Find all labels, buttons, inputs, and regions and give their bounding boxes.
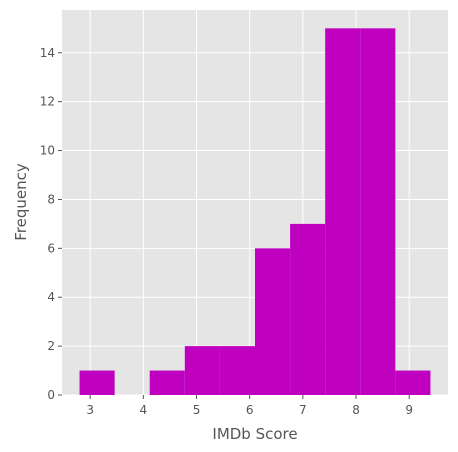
y-axis-title: Frequency	[12, 163, 30, 241]
x-tick-label: 4	[140, 403, 148, 417]
x-axis-title: IMDb Score	[212, 425, 297, 443]
histogram-bar	[325, 28, 361, 395]
y-tick-label: 6	[47, 241, 55, 255]
histogram-bars	[79, 28, 431, 395]
x-tick-label: 7	[299, 403, 307, 417]
histogram-bar	[184, 346, 220, 395]
histogram-bar	[149, 370, 185, 395]
x-tick-label: 9	[405, 403, 413, 417]
x-tick-label: 5	[193, 403, 201, 417]
y-tick-label: 10	[40, 144, 55, 158]
histogram-bar	[395, 370, 431, 395]
y-tick-label: 14	[40, 46, 55, 60]
histogram-bar	[360, 28, 396, 395]
y-tick-label: 12	[40, 95, 55, 109]
axis-ticks: 3 4 5 6 7 8 9 0 2 4 6 8 10 12 14	[40, 46, 413, 417]
x-tick-label: 6	[246, 403, 254, 417]
y-tick-label: 8	[47, 192, 55, 206]
histogram-bar	[219, 346, 255, 395]
x-tick-label: 8	[352, 403, 360, 417]
histogram-bar	[255, 248, 291, 395]
x-tick-label: 3	[86, 403, 94, 417]
y-tick-label: 0	[47, 388, 55, 402]
histogram-bar	[79, 370, 115, 395]
y-tick-label: 2	[47, 339, 55, 353]
histogram-bar	[290, 223, 326, 395]
y-tick-label: 4	[47, 290, 55, 304]
